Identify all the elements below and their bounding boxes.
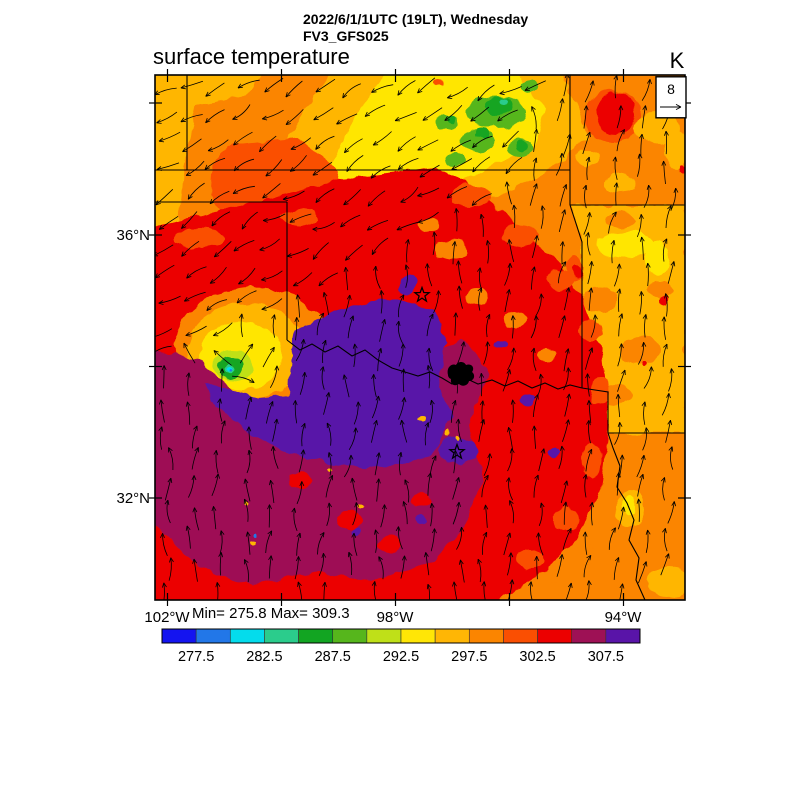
colorbar-tick-label: 297.5: [451, 649, 487, 665]
title-model: FV3_GFS025: [303, 28, 389, 44]
state-borders: [155, 75, 685, 600]
lake-outline: [447, 362, 475, 386]
minmax-label: Min= 275.8 Max= 309.3: [192, 605, 350, 622]
colorbar-cell: [264, 628, 299, 644]
lon-label-94w: 94°W: [605, 609, 643, 626]
lon-label-102w: 102°W: [144, 609, 190, 626]
colorbar-cell: [468, 628, 504, 644]
colorbar-cell: [332, 628, 368, 644]
colorbar-tick-label: 307.5: [588, 649, 624, 665]
colorbar-cell: [195, 628, 231, 644]
title-datetime: 2022/6/1/1UTC (19LT), Wednesday: [303, 11, 528, 27]
wind-reference-box: 8: [655, 76, 687, 119]
colorbar-cell: [605, 628, 641, 644]
variable-label: surface temperature: [153, 44, 350, 69]
map-annotations: [413, 285, 475, 460]
colorbar-cell: [400, 628, 436, 644]
colorbar-cell: [434, 628, 470, 644]
colorbar: 277.5 282.5 287.5 292.5 297.5 302.5 307.5: [161, 628, 641, 665]
map-frame: [154, 74, 686, 601]
colorbar-cell: [503, 628, 538, 644]
wind-reference-value: 8: [667, 81, 675, 97]
lon-label-98w: 98°W: [377, 609, 415, 626]
city-marker-star: [413, 285, 431, 303]
wind-reference-frame: [655, 76, 687, 119]
colorbar-tick-label: 292.5: [383, 649, 419, 665]
colorbar-tick-label: 282.5: [246, 649, 282, 665]
colorbar-cell: [161, 628, 197, 644]
colorbar-cell: [229, 628, 265, 644]
lat-label-36n: 36°N: [116, 227, 150, 244]
colorbar-cell: [537, 628, 573, 644]
temperature-field: [155, 75, 685, 600]
colorbar-cell: [366, 628, 402, 644]
colorbar-cell: [298, 628, 334, 644]
lat-label-32n: 32°N: [116, 490, 150, 507]
colorbar-tick-label: 287.5: [315, 649, 351, 665]
units-label: K: [670, 48, 685, 73]
axis-ticks: [149, 69, 691, 606]
wind-vector-arrows: [155, 75, 679, 600]
colorbar-tick-label: 277.5: [178, 649, 214, 665]
city-marker-star: [448, 442, 466, 460]
colorbar-tick-label: 302.5: [519, 649, 555, 665]
wind-reference-arrow-icon: [660, 104, 682, 110]
colorbar-cell: [571, 628, 607, 644]
